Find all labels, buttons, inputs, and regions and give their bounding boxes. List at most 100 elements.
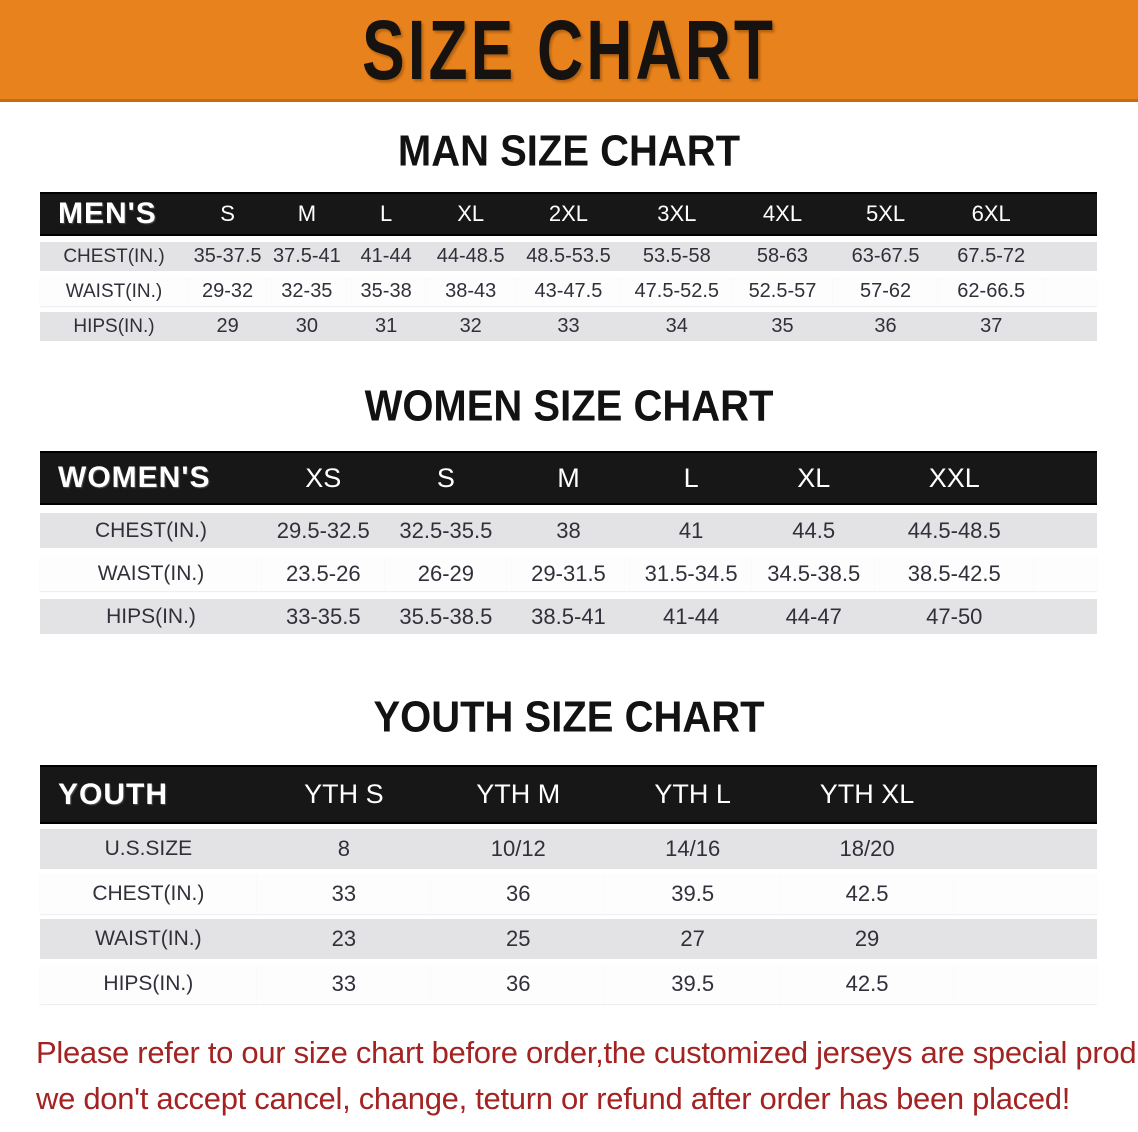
measure-value: 23.5-26: [261, 556, 385, 591]
measure-label: HIPS(IN.): [40, 964, 257, 1004]
measure-value: 18/20: [779, 829, 955, 869]
measure-value: 32: [425, 312, 516, 341]
measure-value: 38-43: [425, 277, 516, 306]
youth-size-column-header: YTH L: [605, 765, 780, 824]
measure-value: 44-47: [752, 599, 876, 634]
disclaimer-note: Please refer to our size chart before or…: [0, 1030, 1138, 1122]
measure-value: 35-37.5: [187, 242, 268, 271]
women-measure-row: CHEST(IN.) 29.5-32.5 32.5-35.5 38 41 44.5 44.5…: [40, 513, 1097, 548]
youth-measure-row: U.S.SIZE 8 10/12 14/16 18/20: [40, 829, 1097, 869]
measure-value: 42.5: [779, 874, 955, 914]
men-size-column-header: S: [187, 192, 268, 236]
men-size-column-header: 3XL: [621, 192, 733, 236]
measure-value: 25: [431, 919, 606, 959]
disclaimer-line-1: Please refer to our size chart before or…: [36, 1035, 1138, 1070]
measure-value: 23: [256, 919, 432, 959]
men-measure-row: CHEST(IN.) 35-37.5 37.5-41 41-44 44-48.5 48.5…: [40, 242, 1097, 271]
measure-value: 41: [629, 513, 753, 548]
youth-size-section: YOUTH SIZE CHART YOUTH YTH S YTH M YTH L YTH…: [0, 692, 1138, 1009]
filler-cell: [1044, 312, 1097, 341]
measure-value: 35.5-38.5: [384, 599, 508, 634]
women-size-column-header: S: [384, 451, 508, 505]
measure-value: 32.5-35.5: [384, 513, 508, 548]
measure-value: 44-48.5: [425, 242, 516, 271]
youth-group-label: YOUTH: [40, 765, 257, 824]
men-group-label: MEN'S: [40, 192, 188, 236]
men-size-column-header: XL: [425, 192, 516, 236]
measure-value: 48.5-53.5: [515, 242, 622, 271]
measure-value: 38.5-42.5: [875, 556, 1034, 591]
women-measure-row: WAIST(IN.) 23.5-26 26-29 29-31.5 31.5-34.5 34…: [40, 556, 1097, 591]
women-size-column-header: XS: [261, 451, 385, 505]
measure-value: 33: [515, 312, 622, 341]
measure-value: 39.5: [605, 874, 780, 914]
measure-value: 29.5-32.5: [261, 513, 385, 548]
measure-value: 42.5: [779, 964, 955, 1004]
measure-value: 31.5-34.5: [629, 556, 753, 591]
filler-cell: [1044, 192, 1097, 236]
measure-value: 47.5-52.5: [621, 277, 733, 306]
youth-section-heading: YOUTH SIZE CHART: [373, 692, 765, 742]
women-size-column-header: M: [507, 451, 630, 505]
measure-value: 63-67.5: [832, 242, 939, 271]
women-size-section: WOMEN SIZE CHART WOMEN'S XS S M L XL XXL CHEST(…: [0, 381, 1138, 642]
disclaimer-line-2: we don't accept cancel, change, teturn o…: [36, 1081, 1071, 1116]
measure-value: 35: [732, 312, 833, 341]
measure-value: 27: [605, 919, 780, 959]
youth-measure-row: WAIST(IN.) 23 25 27 29: [40, 919, 1097, 959]
measure-value: 44.5-48.5: [875, 513, 1034, 548]
measure-value: 29-31.5: [507, 556, 630, 591]
measure-value: 31: [346, 312, 426, 341]
measure-value: 37.5-41: [267, 242, 347, 271]
men-size-column-header: 6XL: [938, 192, 1045, 236]
measure-label: CHEST(IN.): [40, 874, 257, 914]
filler-cell: [954, 919, 1097, 959]
youth-size-table: YOUTH YTH S YTH M YTH L YTH XL U.S.SIZE 8 10/12…: [40, 760, 1097, 1009]
youth-size-column-header: YTH XL: [779, 765, 955, 824]
women-size-column-header: XXL: [875, 451, 1034, 505]
measure-value: 35-38: [346, 277, 426, 306]
measure-value: 58-63: [732, 242, 833, 271]
measure-value: 57-62: [832, 277, 939, 306]
measure-value: 29: [779, 919, 955, 959]
women-table-header-row: WOMEN'S XS S M L XL XXL: [40, 451, 1097, 505]
men-size-column-header: 5XL: [832, 192, 939, 236]
filler-cell: [954, 765, 1097, 824]
men-size-column-header: M: [267, 192, 347, 236]
measure-value: 33: [256, 874, 432, 914]
size-chart-banner: SIZE CHART: [0, 0, 1138, 102]
measure-value: 33: [256, 964, 432, 1004]
women-section-heading: WOMEN SIZE CHART: [364, 381, 774, 431]
measure-value: 38: [507, 513, 630, 548]
measure-value: 29: [187, 312, 268, 341]
youth-size-column-header: YTH M: [431, 765, 606, 824]
measure-value: 30: [267, 312, 347, 341]
men-size-column-header: 2XL: [515, 192, 622, 236]
filler-cell: [1033, 451, 1097, 505]
filler-cell: [1044, 277, 1097, 306]
measure-value: 53.5-58: [621, 242, 733, 271]
measure-label: WAIST(IN.): [40, 919, 257, 959]
banner-title: SIZE CHART: [362, 1, 776, 98]
measure-label: CHEST(IN.): [40, 242, 188, 271]
filler-cell: [1033, 556, 1097, 591]
youth-table-header-row: YOUTH YTH S YTH M YTH L YTH XL: [40, 765, 1097, 824]
men-measure-row: WAIST(IN.) 29-32 32-35 35-38 38-43 43-47.5 47.…: [40, 277, 1097, 306]
measure-value: 36: [431, 964, 606, 1004]
youth-measure-row: HIPS(IN.) 33 36 39.5 42.5: [40, 964, 1097, 1004]
women-group-label: WOMEN'S: [40, 451, 262, 505]
measure-value: 43-47.5: [515, 277, 622, 306]
measure-value: 44.5: [752, 513, 876, 548]
men-table-header-row: MEN'S S M L XL 2XL 3XL 4XL 5XL 6XL: [40, 192, 1097, 236]
measure-value: 34.5-38.5: [752, 556, 876, 591]
measure-value: 38.5-41: [507, 599, 630, 634]
measure-value: 14/16: [605, 829, 780, 869]
women-measure-row: HIPS(IN.) 33-35.5 35.5-38.5 38.5-41 41-44 44-…: [40, 599, 1097, 634]
measure-value: 41-44: [629, 599, 753, 634]
measure-value: 26-29: [384, 556, 508, 591]
men-measure-row: HIPS(IN.) 29 30 31 32 33 34 35 36 37: [40, 312, 1097, 341]
filler-cell: [954, 874, 1097, 914]
measure-value: 41-44: [346, 242, 426, 271]
measure-value: 36: [832, 312, 939, 341]
men-size-table: MEN'S S M L XL 2XL 3XL 4XL 5XL 6XL CHEST(IN.) 35-37…: [40, 186, 1097, 347]
